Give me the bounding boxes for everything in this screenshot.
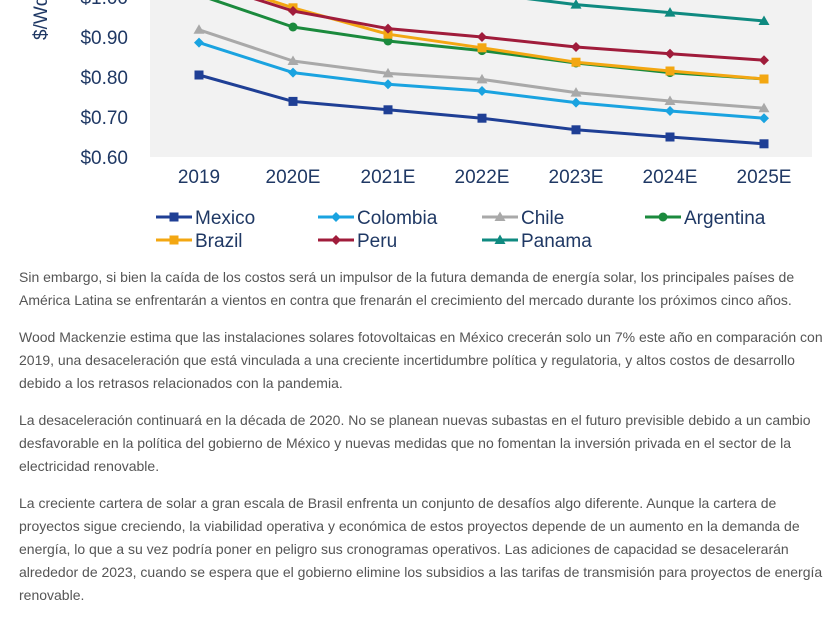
y-tick-label: $1.00 [80, 0, 128, 9]
data-point-chile [664, 95, 676, 105]
article-paragraph: La desaceleración continuará en la décad… [19, 412, 811, 474]
data-point-peru [571, 42, 581, 52]
data-point-peru [759, 55, 769, 66]
legend-item-mexico: Mexico [156, 208, 255, 229]
series-panama [526, 0, 770, 25]
data-point-peru [665, 48, 675, 59]
data-point-mexico [383, 105, 393, 115]
legend-marker-brazil [169, 235, 179, 245]
data-point-colombia [383, 79, 393, 90]
y-tick-label: $0.80 [80, 68, 128, 89]
legend-marker-chile [494, 211, 506, 221]
x-tick-label: 2023E [549, 167, 604, 188]
legend-label: Argentina [684, 208, 766, 229]
legend-label: Peru [357, 231, 397, 252]
chart-container: $/Wdc $0.60 $0.70 $0.80 $0.90 $1.00 2019 2020… [0, 0, 837, 255]
legend-item-colombia: Colombia [318, 208, 438, 229]
data-point-mexico [194, 70, 204, 80]
x-tick-label: 2024E [643, 167, 698, 188]
data-point-brazil [759, 74, 769, 84]
legend-marker-argentina [658, 212, 668, 222]
data-point-panama [664, 7, 676, 17]
legend-item-chile: Chile [482, 208, 564, 229]
y-tick-label: $0.70 [80, 108, 128, 129]
x-tick-label: 2025E [737, 167, 792, 188]
data-point-argentina [288, 22, 298, 32]
data-point-argentina [383, 36, 393, 46]
data-point-panama [758, 15, 770, 25]
x-tick-label: 2020E [266, 167, 321, 188]
article-paragraph: La creciente cartera de solar a gran esc… [19, 495, 823, 603]
legend-item-peru: Peru [318, 231, 397, 252]
legend-item-panama: Panama [482, 231, 592, 252]
data-point-mexico [477, 113, 487, 123]
data-point-mexico [571, 125, 581, 135]
x-tick-label: 2022E [455, 167, 510, 188]
series-chile [193, 24, 770, 113]
data-point-chile [758, 102, 770, 113]
data-point-colombia [759, 113, 769, 124]
legend-marker-colombia [331, 212, 341, 222]
series-mexico [194, 70, 769, 149]
legend-label: Mexico [195, 208, 255, 229]
x-tick-label: 2021E [361, 167, 416, 188]
article-body: Sin embargo, si bien la caída de los cos… [19, 266, 824, 621]
data-point-colombia [571, 97, 581, 108]
data-point-mexico [288, 96, 298, 106]
data-point-chile [193, 24, 205, 34]
data-point-brazil [571, 57, 581, 67]
data-point-colombia [288, 67, 298, 78]
data-point-mexico [665, 132, 675, 142]
data-point-colombia [665, 106, 675, 116]
data-point-peru [383, 23, 393, 34]
data-point-mexico [759, 139, 769, 149]
data-point-peru [477, 32, 487, 42]
data-point-chile [570, 87, 582, 97]
article-paragraph: Sin embargo, si bien la caída de los cos… [19, 269, 795, 308]
data-point-chile [476, 73, 488, 84]
legend-marker-mexico [169, 212, 179, 222]
series-colombia [194, 37, 769, 124]
legend-item-argentina: Argentina [645, 208, 766, 229]
data-point-chile [382, 67, 394, 78]
series-peru [253, 0, 769, 66]
legend-marker-peru [331, 235, 341, 245]
legend-label: Panama [521, 231, 592, 252]
y-tick-label: $0.60 [80, 148, 128, 169]
data-point-colombia [194, 37, 204, 48]
data-point-peru [288, 6, 298, 16]
legend-label: Colombia [357, 208, 438, 229]
data-point-colombia [477, 86, 487, 96]
data-point-brazil [477, 43, 487, 53]
data-point-brazil [665, 66, 675, 76]
legend-marker-panama [494, 234, 506, 244]
line-chart: $/Wdc $0.60 $0.70 $0.80 $0.90 $1.00 2019 2020… [31, 0, 812, 252]
legend-label: Chile [521, 208, 564, 229]
data-point-brazil [383, 29, 393, 39]
data-point-panama [570, 0, 582, 9]
data-point-chile [287, 55, 299, 65]
article-paragraph: Wood Mackenzie estima que las instalacio… [19, 329, 823, 391]
legend-label: Brazil [195, 231, 243, 252]
y-axis-label: $/Wdc [31, 0, 52, 40]
x-tick-label: 2019 [178, 167, 220, 188]
y-tick-label: $0.90 [80, 28, 128, 49]
legend-item-brazil: Brazil [156, 231, 243, 252]
